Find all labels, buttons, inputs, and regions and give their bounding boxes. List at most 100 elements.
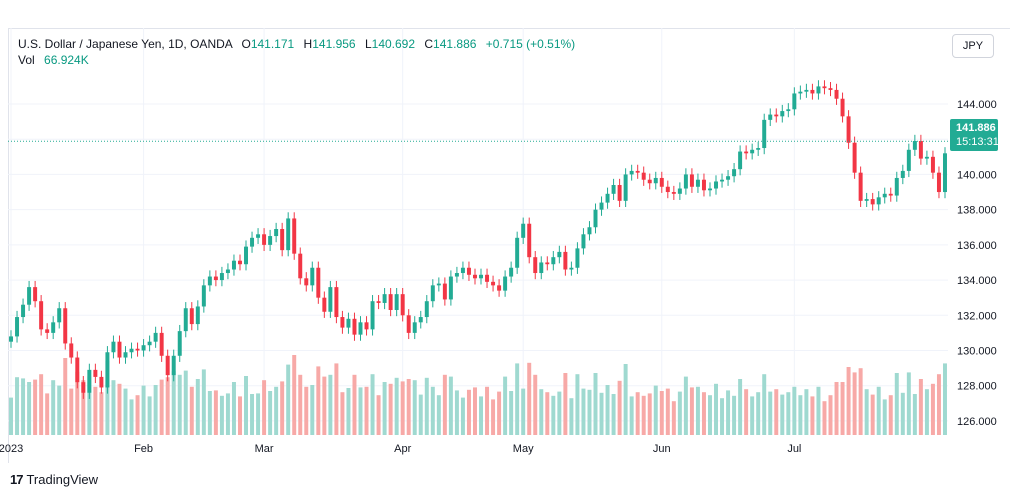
volume-bar [328, 374, 333, 435]
candle-body [599, 202, 604, 210]
volume-bar [918, 379, 923, 435]
candle-body [147, 341, 152, 346]
candle-body [105, 352, 110, 388]
candle-body [828, 88, 833, 90]
volume-bar [786, 392, 791, 435]
candle-body [677, 188, 682, 194]
chart-frame [8, 28, 1010, 463]
volume-bar [557, 391, 562, 435]
volume-bar [334, 363, 339, 435]
candle-body [117, 341, 122, 358]
candle-body [707, 188, 712, 191]
candle-body [539, 262, 544, 274]
volume-bar [677, 391, 682, 435]
candle-body [21, 304, 26, 318]
candle-body [605, 193, 610, 203]
candle-body [557, 251, 562, 258]
volume-bar [593, 373, 598, 435]
volume-bar [605, 385, 610, 435]
candle-body [888, 193, 893, 196]
candle-body [611, 185, 616, 194]
candle-body [906, 149, 911, 171]
candle-body [99, 376, 104, 388]
candle-body [912, 140, 917, 150]
y-tick-label: 140.000 [957, 169, 997, 181]
volume-bar [21, 378, 26, 435]
legend-low-key: L [364, 37, 372, 51]
candle-body [491, 281, 496, 286]
candle-body [412, 322, 417, 333]
bar-countdown: 15:13:31 [956, 136, 999, 148]
candle-body [225, 269, 230, 274]
candle-body [466, 267, 471, 275]
volume-bar [352, 374, 357, 435]
candle-body [340, 317, 345, 328]
candle-body [472, 274, 477, 279]
candle-body [720, 179, 725, 182]
volume-bar [189, 386, 194, 435]
candle-body [322, 297, 327, 312]
currency-button[interactable]: JPY [952, 34, 994, 58]
volume-bar [653, 385, 658, 435]
volume-bar [171, 371, 176, 435]
volume-bar [870, 394, 875, 435]
candle-body [418, 317, 423, 323]
volume-bar [810, 396, 815, 435]
volume-bar [159, 379, 164, 435]
candle-body [774, 114, 779, 117]
candle-body [250, 237, 255, 247]
brand[interactable]: 17 TradingView [10, 472, 98, 487]
candle-body [623, 174, 628, 201]
volume-bar [322, 376, 327, 435]
candle-body [503, 276, 508, 291]
candle-body [786, 109, 791, 112]
candle-body [635, 170, 640, 173]
candle-body [27, 287, 32, 305]
y-tick-label: 126.000 [957, 416, 997, 428]
candle-body [533, 257, 538, 274]
volume-bar [370, 374, 375, 435]
candle-body [39, 301, 44, 330]
candle-body [237, 260, 242, 265]
volume-bar [81, 380, 86, 435]
volume-bar [27, 382, 32, 435]
candle-body [840, 98, 845, 117]
candle-body [876, 197, 881, 205]
volume-bar [45, 393, 50, 435]
x-tick-label: Mar [255, 443, 274, 455]
volume-bar [286, 364, 291, 435]
y-tick-label: 136.000 [957, 240, 997, 252]
volume-bar [15, 377, 20, 435]
candle-body [400, 294, 405, 316]
volume-bar [412, 380, 417, 435]
legend-volume-key: Vol [18, 53, 35, 67]
candle-body [695, 179, 700, 187]
candle-body [286, 218, 291, 251]
volume-bar [569, 398, 574, 435]
volume-bar [515, 363, 520, 435]
volume-bar [744, 389, 749, 435]
volume-bar [280, 381, 285, 435]
volume-bar [201, 369, 206, 435]
volume-bar [695, 386, 700, 435]
candle-body [918, 140, 923, 159]
candle-body [822, 86, 827, 89]
x-tick-label: Feb [134, 443, 153, 455]
volume-bar [882, 399, 887, 435]
volume-bar [364, 386, 369, 435]
volume-bar [840, 382, 845, 435]
volume-bar [448, 376, 453, 435]
candle-body [93, 369, 98, 377]
candle-body [442, 283, 447, 300]
volume-bar [57, 385, 62, 435]
volume-bar [485, 386, 490, 435]
volume-bar [659, 391, 664, 435]
candle-body [617, 185, 622, 201]
volume-bar [244, 376, 249, 435]
volume-bar [726, 390, 731, 435]
candle-body [852, 142, 857, 173]
volume-bar [750, 396, 755, 435]
y-tick-label: 132.000 [957, 310, 997, 322]
legend-open-key: O [241, 37, 251, 51]
